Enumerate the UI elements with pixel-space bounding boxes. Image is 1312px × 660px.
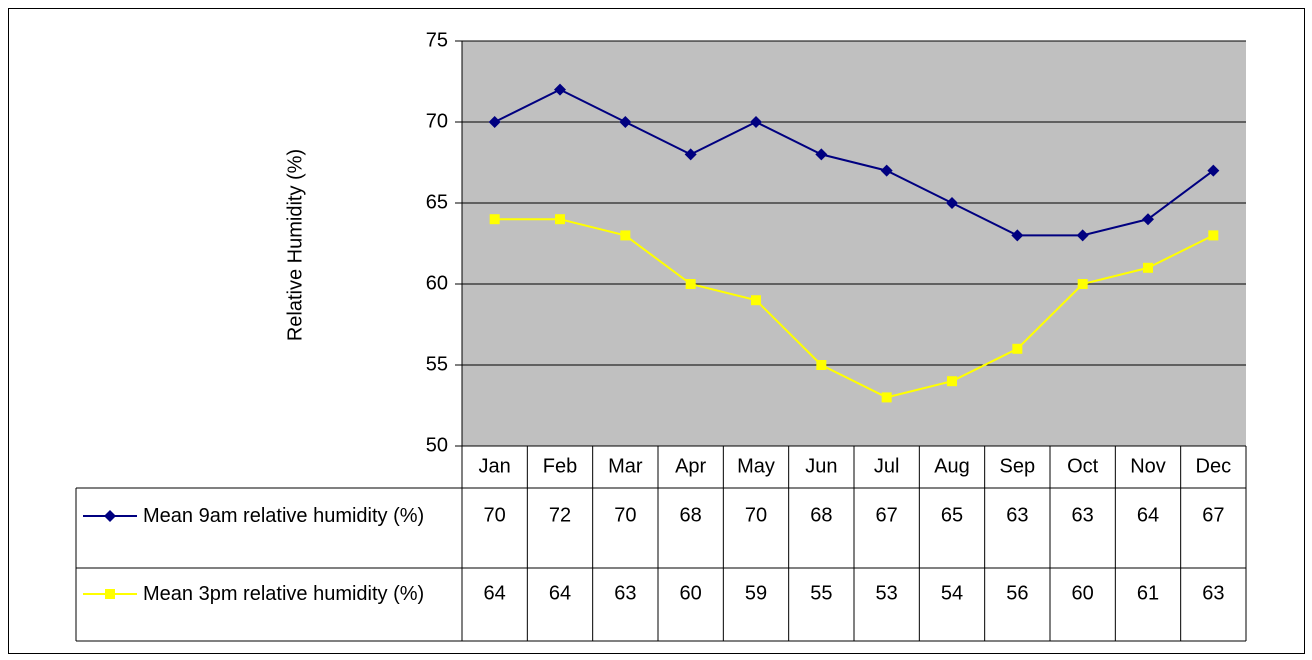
table-value: 61 xyxy=(1137,582,1159,604)
point xyxy=(1207,164,1220,177)
table-value: 67 xyxy=(1202,504,1224,526)
y-axis-label: Relative Humidity (%) xyxy=(284,149,306,341)
point xyxy=(750,116,762,128)
point xyxy=(554,83,566,96)
point xyxy=(555,214,565,225)
x-tick-label: Jul xyxy=(874,455,900,477)
point xyxy=(684,148,697,161)
table-value: 64 xyxy=(1137,504,1159,526)
table-value: 70 xyxy=(484,504,506,526)
point xyxy=(947,376,957,387)
series-line xyxy=(494,88,1214,237)
table-value: 70 xyxy=(614,504,636,526)
point xyxy=(881,392,892,403)
point xyxy=(751,295,761,306)
point xyxy=(946,197,958,209)
table-value: 70 xyxy=(745,504,767,526)
point xyxy=(816,360,827,370)
point xyxy=(619,116,632,128)
plot-area xyxy=(462,41,1246,446)
table-value: 68 xyxy=(680,504,702,526)
x-tick-label: Oct xyxy=(1067,455,1099,477)
legend-label: Mean 9am relative humidity (%) xyxy=(143,505,425,527)
x-tick-label: Apr xyxy=(675,455,706,477)
table-value: 55 xyxy=(810,582,832,604)
point xyxy=(1076,229,1089,242)
y-tick-label: 60 xyxy=(426,272,448,294)
point xyxy=(1011,229,1024,242)
table-value: 56 xyxy=(1006,582,1028,604)
table-value: 63 xyxy=(1202,582,1224,604)
x-tick-label: Feb xyxy=(543,455,577,477)
table-value: 59 xyxy=(745,582,767,604)
table-value: 63 xyxy=(1006,504,1028,526)
point xyxy=(1077,279,1088,289)
table-value: 64 xyxy=(549,582,571,604)
point xyxy=(488,116,501,128)
table-value: 60 xyxy=(680,582,702,604)
table-value: 64 xyxy=(484,582,506,604)
x-tick-label: Aug xyxy=(934,455,970,477)
point xyxy=(1142,213,1154,226)
table-value: 68 xyxy=(810,504,832,526)
x-tick-label: Jan xyxy=(479,455,511,477)
legend-marker xyxy=(105,589,115,599)
table-value: 60 xyxy=(1072,582,1094,604)
point xyxy=(880,164,893,177)
legend-label: Mean 3pm relative humidity (%) xyxy=(143,583,425,605)
x-tick-label: Dec xyxy=(1196,455,1232,477)
point xyxy=(1208,230,1219,241)
point xyxy=(685,279,696,289)
table-value: 54 xyxy=(941,582,963,604)
table-value: 67 xyxy=(876,504,898,526)
y-tick-label: 50 xyxy=(426,434,448,456)
y-tick-label: 70 xyxy=(426,110,448,132)
x-tick-label: Mar xyxy=(608,455,643,477)
point xyxy=(489,214,500,225)
table-value: 72 xyxy=(549,504,571,526)
y-tick-label: 65 xyxy=(426,191,448,213)
point xyxy=(1143,262,1153,273)
y-tick-label: 55 xyxy=(426,353,448,375)
x-tick-label: Nov xyxy=(1130,455,1166,477)
series-line xyxy=(494,218,1214,399)
x-tick-label: May xyxy=(737,455,775,477)
table-value: 63 xyxy=(1072,504,1094,526)
table-value: 65 xyxy=(941,504,963,526)
table-value: 53 xyxy=(876,582,898,604)
point xyxy=(620,230,631,241)
legend-marker xyxy=(104,510,116,522)
y-tick-label: 75 xyxy=(426,29,448,51)
x-tick-label: Sep xyxy=(1000,455,1036,477)
table-value: 63 xyxy=(614,582,636,604)
point xyxy=(1012,343,1023,354)
point xyxy=(815,148,828,161)
x-tick-label: Jun xyxy=(805,455,837,477)
